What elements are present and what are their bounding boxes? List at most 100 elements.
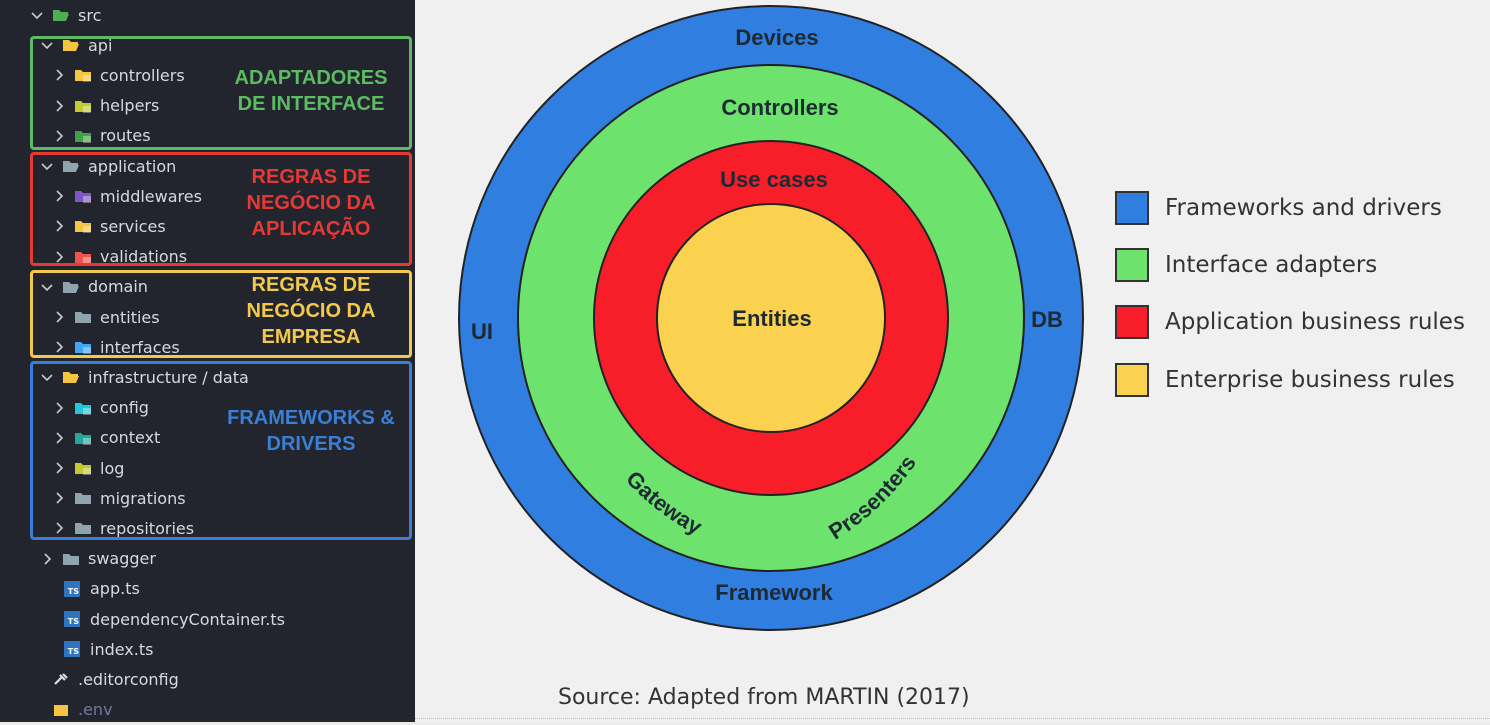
tree-item-label: validations [100,247,188,267]
repositories-folder-icon [74,521,92,535]
tree-item-index-ts[interactable]: TS index.ts [64,634,153,664]
chevron-down-icon[interactable] [30,8,44,22]
tree-item-helpers[interactable]: helpers [52,91,159,121]
tree-item-label: helpers [100,96,160,116]
tree-item-routes[interactable]: routes [52,121,151,151]
tree-item-log[interactable]: log [52,453,124,483]
tree-item-entities[interactable]: entities [52,302,160,332]
typescript-file-icon: TS [64,580,80,597]
tree-item-label: log [100,458,125,478]
legend-label: Application business rules [1165,309,1465,335]
chevron-right-icon[interactable] [52,461,66,475]
tree-item-label: interfaces [100,337,180,357]
services-folder-icon [74,219,92,234]
file-explorer: src api controllers helpers routes applicatio… [0,0,415,722]
helpers-folder-icon [74,99,92,113]
annotation-box [30,36,412,150]
chevron-right-icon[interactable] [52,250,66,264]
chevron-right-icon[interactable] [52,219,66,233]
annotation-label: ADAPTADORES DE INTERFACE [218,65,404,117]
tree-item-label: application [88,156,177,176]
use-cases-label: Use cases [720,167,828,192]
annotation-line: DE INTERFACE [237,93,385,115]
ruler-line [415,718,1490,720]
clean-architecture-diagram: Devices Controllers Use cases Entities U… [458,5,1084,631]
chevron-down-icon[interactable] [40,370,54,384]
annotation-line: NEGÓCIO DA [246,192,376,214]
annotation-line: REGRAS DE [251,166,371,188]
swagger-folder-icon [62,552,80,566]
chevron-right-icon[interactable] [52,99,66,113]
annotation-label: REGRAS DE NEGÓCIO DA APLICAÇÃO [218,164,404,242]
annotation-label: REGRAS DE NEGÓCIO DA EMPRESA [218,272,404,350]
tree-item-app-ts[interactable]: TS app.ts [64,574,140,604]
legend-item: Interface adapters [1115,248,1377,282]
clean-architecture-panel: Devices Controllers Use cases Entities U… [415,0,1490,722]
legend-swatch [1115,363,1149,397]
tree-item-label: dependencyContainer.ts [90,609,285,629]
chevron-down-icon[interactable] [40,280,54,294]
chevron-right-icon[interactable] [52,521,66,535]
chevron-right-icon[interactable] [52,129,66,143]
chevron-right-icon[interactable] [52,431,66,445]
tree-item-label: .editorconfig [78,669,179,689]
api-folder-icon [62,38,80,52]
config-folder-icon [74,401,92,415]
tree-item-dependencycontainer-ts[interactable]: TS dependencyContainer.ts [64,604,285,634]
tree-item-src[interactable]: src [30,0,101,30]
tree-item-services[interactable]: services [52,211,166,241]
framework-label: Framework [715,580,833,605]
legend-item: Application business rules [1115,305,1465,339]
tree-item-context[interactable]: context [52,423,160,453]
annotation-line: APLICAÇÃO [251,218,371,240]
interfaces-folder-icon [74,340,92,355]
chevron-right-icon[interactable] [52,189,66,203]
src-folder-icon [52,8,70,22]
legend-label: Interface adapters [1165,252,1378,278]
tree-item-label: config [100,398,149,418]
tree-item-middlewares[interactable]: middlewares [52,181,202,211]
tree-item-interfaces[interactable]: interfaces [52,332,180,362]
tree-item-config[interactable]: config [52,393,149,423]
editorconfig-file-icon [52,672,70,686]
annotation-box [30,152,412,266]
migrations-folder-icon [74,491,92,505]
annotation-line: FRAMEWORKS & [227,407,395,429]
tree-item-repositories[interactable]: repositories [52,513,194,543]
chevron-right-icon[interactable] [52,68,66,82]
controllers-label: Controllers [721,95,838,120]
tree-item-controllers[interactable]: controllers [52,60,185,90]
tree-item-label: api [88,35,113,55]
tree-item-label: infrastructure / data [88,367,249,387]
tree-item-validations[interactable]: validations [52,242,187,272]
tree-item-application[interactable]: application [40,151,176,181]
env-file-icon [52,703,70,717]
chevron-right-icon[interactable] [52,340,66,354]
legend-label: Enterprise business rules [1165,367,1455,393]
chevron-right-icon[interactable] [52,401,66,415]
tree-item-label: domain [88,277,148,297]
tree-item-editorconfig[interactable]: .editorconfig [52,664,179,694]
tree-item-env[interactable]: .env [52,695,113,725]
chevron-down-icon[interactable] [40,38,54,52]
chevron-down-icon[interactable] [40,159,54,173]
chevron-right-icon[interactable] [52,491,66,505]
tree-item-domain[interactable]: domain [40,272,148,302]
application-folder-icon [62,159,80,173]
typescript-file-icon: TS [64,641,80,658]
tree-item-label: entities [100,307,160,327]
tree-item-swagger[interactable]: swagger [40,544,156,574]
domain-folder-icon [62,280,80,294]
chevron-right-icon[interactable] [40,552,54,566]
infrastructure-folder-icon [62,370,80,384]
tree-item-migrations[interactable]: migrations [52,483,186,513]
annotation-label: FRAMEWORKS & DRIVERS [210,405,412,457]
annotation-line: REGRAS DE [251,274,371,296]
tree-item-label: repositories [100,518,195,538]
tree-item-infrastructure-data[interactable]: infrastructure / data [40,362,249,392]
legend-label: Frameworks and drivers [1165,195,1442,221]
validations-folder-icon [74,250,92,264]
tree-item-api[interactable]: api [40,30,112,60]
db-label: DB [1031,307,1063,332]
chevron-right-icon[interactable] [52,310,66,324]
